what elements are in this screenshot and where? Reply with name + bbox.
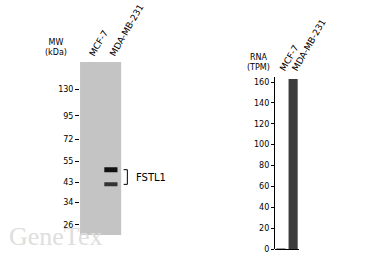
svg-text:MDA-MB-231: MDA-MB-231 xyxy=(108,3,146,58)
svg-text:160: 160 xyxy=(254,78,269,87)
svg-text:40: 40 xyxy=(259,203,269,212)
svg-text:130: 130 xyxy=(58,85,73,94)
svg-text:95: 95 xyxy=(63,112,73,121)
svg-text:20: 20 xyxy=(259,224,269,233)
svg-text:RNA(TPM): RNA(TPM) xyxy=(247,53,270,72)
svg-text:MW(kDa): MW(kDa) xyxy=(45,38,67,57)
svg-text:120: 120 xyxy=(254,120,269,129)
svg-text:80: 80 xyxy=(259,161,269,170)
svg-text:34: 34 xyxy=(63,198,73,207)
svg-text:55: 55 xyxy=(63,157,73,166)
svg-text:FSTL1: FSTL1 xyxy=(136,172,166,183)
svg-text:140: 140 xyxy=(254,99,269,108)
svg-text:100: 100 xyxy=(254,140,269,149)
svg-text:60: 60 xyxy=(259,182,269,191)
svg-text:MDA-MB-231: MDA-MB-231 xyxy=(290,17,328,72)
svg-text:72: 72 xyxy=(63,135,73,144)
svg-text:GeneTex: GeneTex xyxy=(9,222,102,251)
svg-text:0: 0 xyxy=(264,245,269,254)
svg-text:MCF-7: MCF-7 xyxy=(87,28,110,57)
svg-text:26: 26 xyxy=(63,220,73,229)
svg-text:MCF-7: MCF-7 xyxy=(278,43,301,72)
svg-text:43: 43 xyxy=(63,178,73,187)
